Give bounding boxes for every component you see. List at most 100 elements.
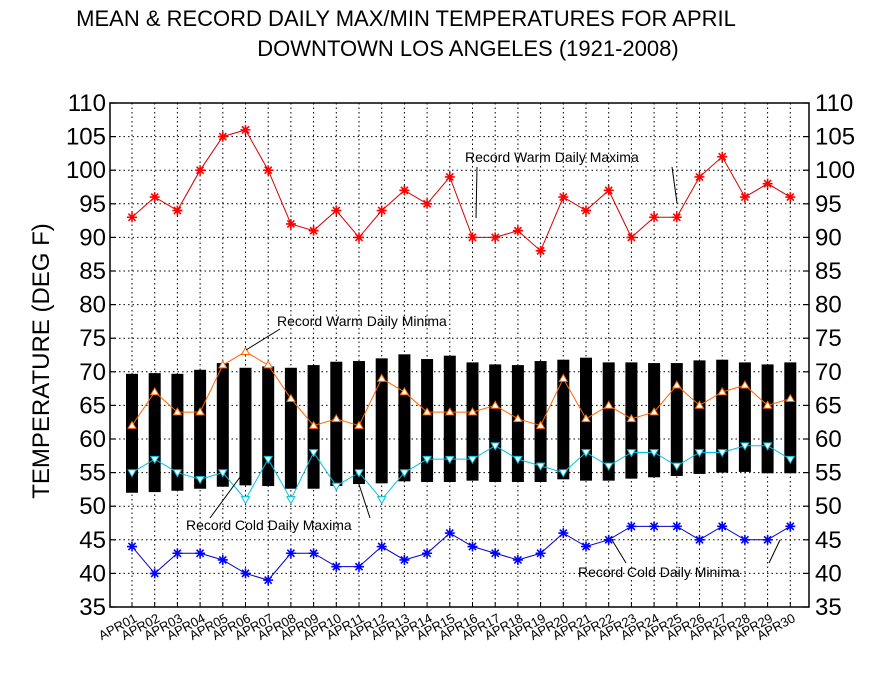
y-tick-label-left-40: 40 [79, 560, 106, 587]
y-tick-label-right-90: 90 [815, 224, 842, 251]
series-markers [127, 124, 796, 586]
series-0-point-apr20 [558, 192, 569, 203]
mean-range-bar-apr25 [670, 363, 683, 476]
series-0-point-apr08 [285, 218, 296, 229]
series-2-point-apr12 [376, 496, 387, 505]
y-tick-label-left-85: 85 [79, 258, 106, 285]
series-0-point-apr12 [376, 205, 387, 216]
series-3-point-apr09 [308, 548, 319, 559]
y-tick-label-right-110: 110 [815, 90, 853, 117]
chart-title-line2: DOWNTOWN LOS ANGELES (1921-2008) [257, 36, 679, 61]
series-1-point-apr24 [649, 407, 659, 416]
series-1-point-apr08 [286, 393, 296, 402]
series-2-point-apr25 [671, 462, 682, 471]
series-2-point-apr26 [694, 449, 705, 458]
y-tick-label-left-110: 110 [68, 90, 106, 117]
series-3-point-apr29 [762, 534, 773, 545]
series-3-point-apr15 [444, 528, 455, 539]
series-0-point-apr29 [762, 178, 773, 189]
series-3-point-apr11 [354, 561, 364, 572]
y-axis-right: 35 40 45 50 55 60 65 70 75 80 85 90 95 100 105 110 [803, 90, 855, 621]
series-3-point-apr03 [172, 548, 183, 559]
series-3-point-apr28 [739, 534, 750, 545]
y-tick-label-right-35: 35 [815, 594, 842, 621]
series-2-point-apr15 [444, 455, 455, 465]
series-0-point-apr28 [739, 192, 750, 203]
mean-range-bar-apr14 [421, 359, 434, 483]
series-3-point-apr16 [467, 541, 478, 552]
series-0-point-apr24 [649, 212, 660, 223]
y-tick-label-left-75: 75 [79, 325, 106, 352]
series-0-point-apr13 [399, 185, 410, 196]
annotation-label-0: Record Warm Daily Maxima [465, 149, 639, 165]
series-0-point-apr05 [217, 131, 228, 142]
mean-range-bar-apr16 [466, 362, 479, 481]
y-tick-label-right-95: 95 [815, 191, 842, 218]
y-tick-label-right-40: 40 [815, 560, 842, 587]
series-3-point-apr22 [603, 534, 614, 545]
series-2-point-apr05 [217, 469, 228, 478]
series-0-point-apr10 [331, 205, 342, 216]
series-2-point-apr14 [422, 455, 432, 465]
y-tick-label-right-65: 65 [815, 392, 842, 419]
series-0-point-apr23 [626, 232, 637, 243]
annotation-leader-2-0 [209, 468, 247, 519]
series-2-point-apr08 [286, 496, 296, 505]
mean-range-bar-apr06 [239, 367, 252, 486]
series-line-3 [131, 525, 791, 581]
y-tick-label-left-60: 60 [79, 426, 106, 453]
y-tick-label-right-80: 80 [815, 292, 842, 319]
series-0-point-apr01 [127, 212, 137, 223]
series-3-point-apr24 [649, 521, 660, 532]
mean-range-bar-apr22 [602, 362, 615, 481]
series-0-point-apr14 [422, 198, 433, 209]
series-1-point-apr20 [558, 373, 569, 382]
series-2-point-apr17 [490, 442, 501, 451]
annotation-label-2: Record Cold Daily Maxima [186, 517, 352, 533]
series-3-point-apr08 [285, 548, 296, 559]
series-1-point-apr23 [626, 413, 637, 423]
series-3-point-apr04 [195, 548, 206, 559]
series-0-point-apr04 [195, 165, 206, 176]
mean-range-bar-apr05 [216, 363, 229, 487]
series-lines [131, 129, 791, 581]
series-3-point-apr05 [217, 554, 228, 565]
mean-range-bar-apr13 [398, 354, 411, 482]
series-1-point-apr26 [694, 400, 705, 409]
series-3-point-apr14 [422, 548, 433, 559]
series-2-point-apr09 [308, 449, 319, 458]
annotation-leader-3-1 [768, 539, 781, 564]
y-tick-label-right-75: 75 [815, 325, 842, 352]
y-tick-label-left-80: 80 [79, 292, 106, 319]
series-3-point-apr21 [581, 541, 591, 552]
series-1-point-apr12 [376, 373, 387, 382]
series-3-point-apr27 [717, 521, 728, 532]
series-3-point-apr17 [490, 548, 501, 559]
mean-range-bar-apr15 [443, 355, 456, 483]
mean-range-bar-apr10 [330, 361, 343, 487]
mean-range-bar-apr18 [511, 365, 524, 483]
series-1-point-apr22 [603, 400, 614, 409]
y-tick-label-left-105: 105 [66, 124, 106, 151]
series-1-point-apr14 [422, 407, 432, 416]
series-2-point-apr10 [331, 482, 342, 492]
series-1-point-apr17 [490, 400, 501, 409]
series-0-point-apr03 [172, 205, 183, 216]
series-2-point-apr20 [558, 469, 569, 478]
mean-range-bar-apr01 [126, 373, 138, 493]
series-1-point-apr10 [331, 413, 342, 423]
series-1-point-apr28 [740, 380, 750, 389]
series-0-point-apr25 [671, 212, 682, 223]
series-2-point-apr24 [649, 449, 659, 458]
series-2-point-apr21 [581, 449, 591, 458]
series-1-point-apr01 [127, 420, 137, 429]
y-tick-label-left-95: 95 [79, 191, 106, 218]
plot-frame [109, 102, 810, 608]
series-1-point-apr15 [444, 407, 455, 416]
series-0-point-apr07 [263, 165, 274, 176]
series-3-point-apr12 [376, 541, 387, 552]
series-0-point-apr09 [308, 225, 319, 236]
y-tick-label-right-45: 45 [815, 527, 842, 554]
series-1-point-apr13 [399, 386, 410, 396]
y-tick-label-left-50: 50 [79, 493, 106, 520]
